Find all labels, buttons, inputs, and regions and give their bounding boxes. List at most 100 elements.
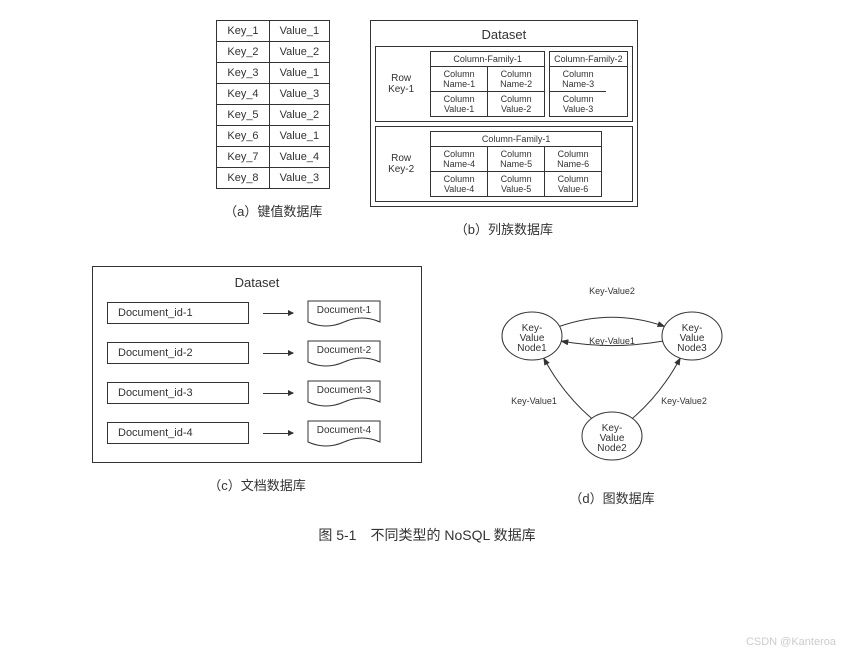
document-id-box: Document_id-4 [107, 422, 249, 444]
graph-diagram: Key-Value2 Key-Value1 Key-Value1 Key-Value2… [462, 266, 762, 476]
column-cell: Column Value-5 [488, 172, 544, 196]
column-family-box: Column-Family-2Column Name-3Column Value… [549, 51, 628, 117]
column: Column Name-3Column Value-3 [550, 67, 606, 116]
document-id-box: Document_id-2 [107, 342, 249, 364]
panel-c-caption: （c）文档数据库 [208, 475, 306, 494]
kv-value-cell: Value_1 [269, 126, 330, 147]
column-cell: Column Name-5 [488, 147, 544, 172]
figure-caption: 图 5-1 不同类型的 NoSQL 数据库 [20, 525, 834, 545]
table-row: Key_6Value_1 [217, 126, 330, 147]
column: Column Name-6Column Value-6 [545, 147, 601, 196]
kv-value-cell: Value_3 [269, 84, 330, 105]
table-row: Key_7Value_4 [217, 147, 330, 168]
column-cell: Column Value-4 [431, 172, 487, 196]
columnfamily-dataset: Dataset Row Key-1Column-Family-1Column N… [370, 20, 638, 207]
kv-key-cell: Key_6 [217, 126, 269, 147]
column-cell: Column Name-1 [431, 67, 487, 92]
column-family-container: Column-Family-1Column Name-1Column Value… [426, 47, 632, 121]
watermark: CSDN @Kanteroa [746, 636, 836, 648]
kv-value-cell: Value_1 [269, 21, 330, 42]
kv-key-cell: Key_7 [217, 147, 269, 168]
document-shape: Document-1 [307, 300, 381, 326]
column: Column Name-1Column Value-1 [431, 67, 488, 116]
column: Column Name-4Column Value-4 [431, 147, 488, 196]
document-dataset: Dataset Document_id-1Document-1Document_… [92, 266, 422, 463]
column-family-title: Column-Family-1 [431, 52, 544, 67]
table-row: Key_1Value_1 [217, 21, 330, 42]
column-cell: Column Value-1 [431, 92, 487, 116]
document-row: Document_id-1 Document-1 [107, 300, 407, 326]
kv-key-cell: Key_1 [217, 21, 269, 42]
kv-value-cell: Value_1 [269, 63, 330, 84]
column-cell: Column Value-2 [488, 92, 544, 116]
arrow-icon [263, 393, 293, 394]
document-shape: Document-4 [307, 420, 381, 446]
rowkey-label: Row Key-2 [376, 127, 426, 201]
table-row: Key_8Value_3 [217, 168, 330, 189]
graph-edge-label: Key-Value2 [589, 286, 635, 296]
table-row: Key_2Value_2 [217, 42, 330, 63]
column-cell: Column Name-4 [431, 147, 487, 172]
panel-columnfamily: Dataset Row Key-1Column-Family-1Column N… [370, 20, 638, 238]
columnfamily-title: Dataset [375, 25, 633, 46]
graph-edge [544, 358, 592, 418]
document-label: Document-1 [307, 305, 381, 316]
graph-edge-label: Key-Value1 [589, 336, 635, 346]
document-row: Document_id-2 Document-2 [107, 340, 407, 366]
graph-edge [632, 358, 680, 418]
document-title: Dataset [107, 275, 407, 290]
kv-key-cell: Key_2 [217, 42, 269, 63]
keyvalue-table: Key_1Value_1Key_2Value_2Key_3Value_1Key_… [216, 20, 330, 189]
rowkey-block: Row Key-1Column-Family-1Column Name-1Col… [375, 46, 633, 122]
panel-document: Dataset Document_id-1Document-1Document_… [92, 266, 422, 507]
figure-row-bottom: Dataset Document_id-1Document-1Document_… [20, 266, 834, 507]
table-row: Key_5Value_2 [217, 105, 330, 126]
document-label: Document-3 [307, 385, 381, 396]
column-cell: Column Name-2 [488, 67, 544, 92]
panel-keyvalue: Key_1Value_1Key_2Value_2Key_3Value_1Key_… [216, 20, 330, 238]
document-id-box: Document_id-1 [107, 302, 249, 324]
column-cell: Column Value-6 [545, 172, 601, 196]
document-row: Document_id-4 Document-4 [107, 420, 407, 446]
kv-key-cell: Key_4 [217, 84, 269, 105]
kv-value-cell: Value_4 [269, 147, 330, 168]
arrow-icon [263, 353, 293, 354]
kv-key-cell: Key_3 [217, 63, 269, 84]
panel-a-caption: （a）键值数据库 [224, 201, 322, 220]
panel-d-caption: （d）图数据库 [569, 488, 654, 507]
document-shape: Document-2 [307, 340, 381, 366]
graph-edge-label: Key-Value2 [661, 396, 707, 406]
rowkey-block: Row Key-2Column-Family-1Column Name-4Col… [375, 126, 633, 202]
column-cell: Column Name-3 [550, 67, 606, 92]
kv-key-cell: Key_5 [217, 105, 269, 126]
table-row: Key_3Value_1 [217, 63, 330, 84]
column: Column Name-2Column Value-2 [488, 67, 544, 116]
column-family-title: Column-Family-2 [550, 52, 627, 67]
column-family-box: Column-Family-1Column Name-1Column Value… [430, 51, 545, 117]
column: Column Name-5Column Value-5 [488, 147, 545, 196]
kv-key-cell: Key_8 [217, 168, 269, 189]
table-row: Key_4Value_3 [217, 84, 330, 105]
document-label: Document-2 [307, 345, 381, 356]
rowkey-label: Row Key-1 [376, 47, 426, 121]
column-cell: Column Name-6 [545, 147, 601, 172]
document-id-box: Document_id-3 [107, 382, 249, 404]
panel-graph: Key-Value2 Key-Value1 Key-Value1 Key-Value2… [462, 266, 762, 507]
figure: Key_1Value_1Key_2Value_2Key_3Value_1Key_… [20, 20, 834, 545]
graph-edge [559, 317, 664, 326]
panel-b-caption: （b）列族数据库 [455, 219, 553, 238]
document-row: Document_id-3 Document-3 [107, 380, 407, 406]
graph-edge-label: Key-Value1 [511, 396, 557, 406]
column-family-title: Column-Family-1 [431, 132, 601, 147]
kv-value-cell: Value_2 [269, 105, 330, 126]
kv-value-cell: Value_2 [269, 42, 330, 63]
arrow-icon [263, 313, 293, 314]
arrow-icon [263, 433, 293, 434]
column-cell: Column Value-3 [550, 92, 606, 116]
kv-value-cell: Value_3 [269, 168, 330, 189]
document-label: Document-4 [307, 425, 381, 436]
column-family-box: Column-Family-1Column Name-4Column Value… [430, 131, 602, 197]
column-family-container: Column-Family-1Column Name-4Column Value… [426, 127, 632, 201]
figure-row-top: Key_1Value_1Key_2Value_2Key_3Value_1Key_… [20, 20, 834, 238]
document-shape: Document-3 [307, 380, 381, 406]
